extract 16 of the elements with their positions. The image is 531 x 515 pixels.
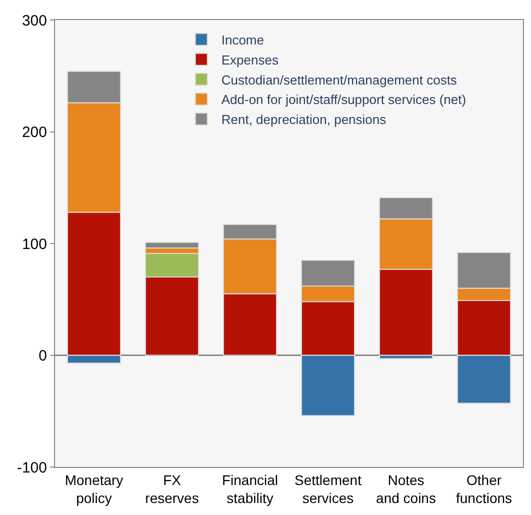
legend-label: Income [221, 32, 264, 48]
x-tick-label: Financial stability [222, 472, 278, 506]
legend-label: Rent, depreciation, pensions [221, 112, 387, 128]
x-tick-label: Other functions [456, 472, 512, 506]
y-tick-label: 0 [38, 348, 47, 364]
x-tick-label: FX reserves [145, 472, 199, 506]
x-tick-label: Notes and coins [376, 472, 436, 506]
y-tick-label: 300 [22, 12, 47, 30]
y-tick-label: 100 [22, 236, 47, 253]
x-tick-label: Monetary policy [64, 472, 124, 506]
x-tick-label: Settlement services [294, 472, 362, 506]
legend-label: Expenses [221, 52, 279, 68]
legend-label: Custodian/settlement/management costs [221, 72, 458, 88]
y-tick-label: -100 [16, 459, 47, 476]
y-tick-label: 200 [22, 124, 47, 141]
legend-label: Add-on for joint/staff/support services (net) [221, 92, 466, 108]
